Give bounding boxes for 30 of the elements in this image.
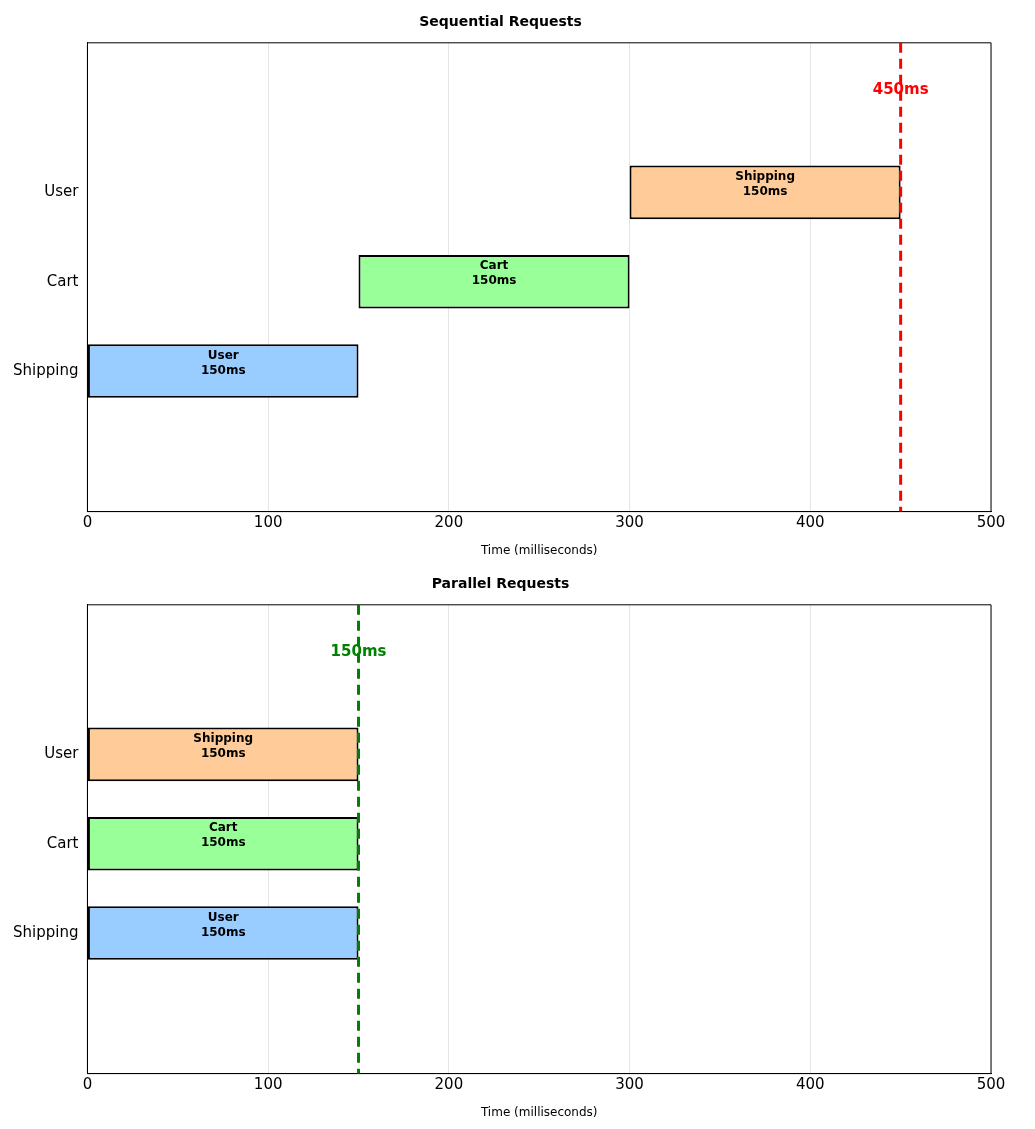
chart-title: Parallel Requests — [431, 575, 570, 592]
y-tick-label: Shipping — [13, 360, 79, 379]
x-tick-label: 100 — [253, 1075, 283, 1094]
data-label: User 150ms — [200, 347, 246, 377]
x-tick-label: 300 — [615, 1075, 644, 1094]
data-label: Shipping 150ms — [193, 730, 254, 760]
x-axis-title: Time (milliseconds) — [479, 542, 598, 557]
y-tick-label: Cart — [46, 271, 79, 290]
y-tick-label: User — [44, 182, 80, 201]
x-tick-label: 0 — [82, 513, 93, 532]
data-label: User 150ms — [200, 909, 246, 939]
x-tick-label: 300 — [615, 513, 644, 532]
y-tick-label: Cart — [46, 833, 79, 852]
y-tick-label: Shipping — [13, 922, 79, 941]
data-label: Cart 150ms — [200, 820, 246, 850]
data-label: Cart 150ms — [471, 258, 517, 288]
x-tick-label: 200 — [434, 1075, 464, 1094]
ref-line-label: 150ms — [330, 641, 387, 660]
x-tick-label: 200 — [434, 513, 464, 532]
chart-title: Sequential Requests — [419, 13, 582, 30]
x-tick-label: 100 — [253, 513, 283, 532]
data-label: Shipping 150ms — [735, 168, 795, 198]
x-tick-label: 500 — [976, 513, 1006, 532]
y-tick-label: User — [44, 744, 80, 763]
x-tick-label: 500 — [976, 1075, 1006, 1094]
x-axis-title: Time (milliseconds) — [479, 1104, 598, 1119]
x-tick-label: 400 — [795, 1075, 825, 1094]
x-tick-label: 400 — [795, 513, 825, 532]
ref-line-label: 450ms — [872, 79, 929, 98]
x-tick-label: 0 — [82, 1075, 93, 1094]
